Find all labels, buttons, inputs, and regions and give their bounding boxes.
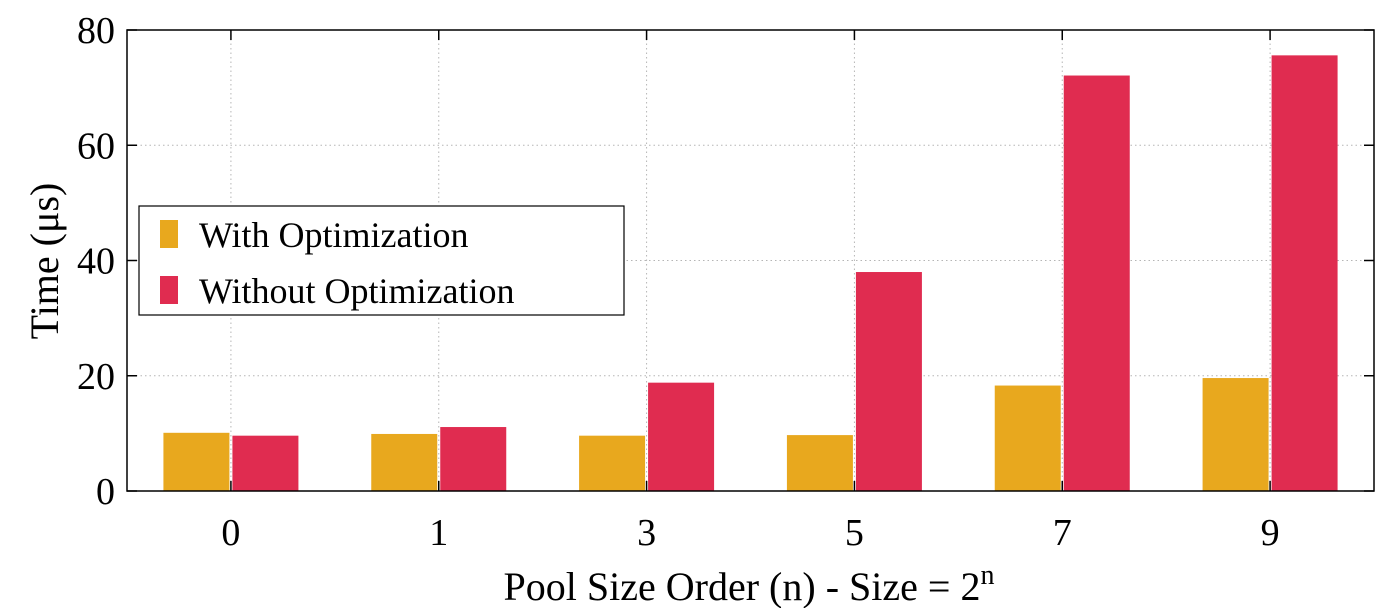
x-tick-labels: 0 1 3 5 7 9 bbox=[221, 512, 1279, 554]
x-axis-title-main: Pool Size Order (n) - Size = 2 bbox=[504, 564, 981, 608]
bar-with-optimization bbox=[1202, 378, 1269, 491]
bar-with-optimization bbox=[371, 433, 438, 491]
legend-box bbox=[138, 205, 625, 316]
bar-without-optimization bbox=[1271, 55, 1338, 491]
y-tick-label: 80 bbox=[77, 10, 115, 52]
y-axis-title: Time (μs) bbox=[22, 183, 67, 340]
bar-without-optimization bbox=[440, 427, 507, 491]
bar-with-optimization bbox=[786, 435, 853, 491]
x-tick-label: 3 bbox=[637, 512, 656, 554]
x-tick-label: 7 bbox=[1053, 512, 1072, 554]
y-tick-label: 40 bbox=[77, 241, 115, 283]
x-tick-label: 0 bbox=[221, 512, 240, 554]
legend-swatch-without-optimization bbox=[160, 276, 178, 304]
x-tick-label: 1 bbox=[429, 512, 448, 554]
bar-without-optimization bbox=[648, 382, 715, 491]
legend-swatch-with-optimization bbox=[160, 220, 178, 248]
bar-without-optimization bbox=[855, 272, 922, 491]
x-axis-title: Pool Size Order (n) - Size = 2n bbox=[504, 560, 995, 608]
bars bbox=[163, 55, 1338, 492]
x-tick-label: 5 bbox=[845, 512, 864, 554]
y-tick-label: 20 bbox=[77, 356, 115, 398]
x-axis-title-superscript: n bbox=[980, 560, 994, 591]
legend: With Optimization Without Optimization bbox=[138, 205, 625, 316]
bar-with-optimization bbox=[579, 435, 646, 491]
y-tick-label: 0 bbox=[96, 471, 115, 513]
tick-marks bbox=[127, 29, 1374, 492]
bar-without-optimization bbox=[1063, 75, 1130, 492]
y-tick-labels: 0 20 40 60 80 bbox=[77, 10, 115, 513]
y-tick-label: 60 bbox=[77, 125, 115, 167]
bar-with-optimization bbox=[163, 432, 230, 491]
bar-without-optimization bbox=[232, 435, 299, 491]
legend-label-with-optimization: With Optimization bbox=[199, 215, 469, 255]
bar-with-optimization bbox=[994, 385, 1061, 491]
x-tick-label: 9 bbox=[1261, 512, 1280, 554]
legend-label-without-optimization: Without Optimization bbox=[199, 271, 515, 311]
